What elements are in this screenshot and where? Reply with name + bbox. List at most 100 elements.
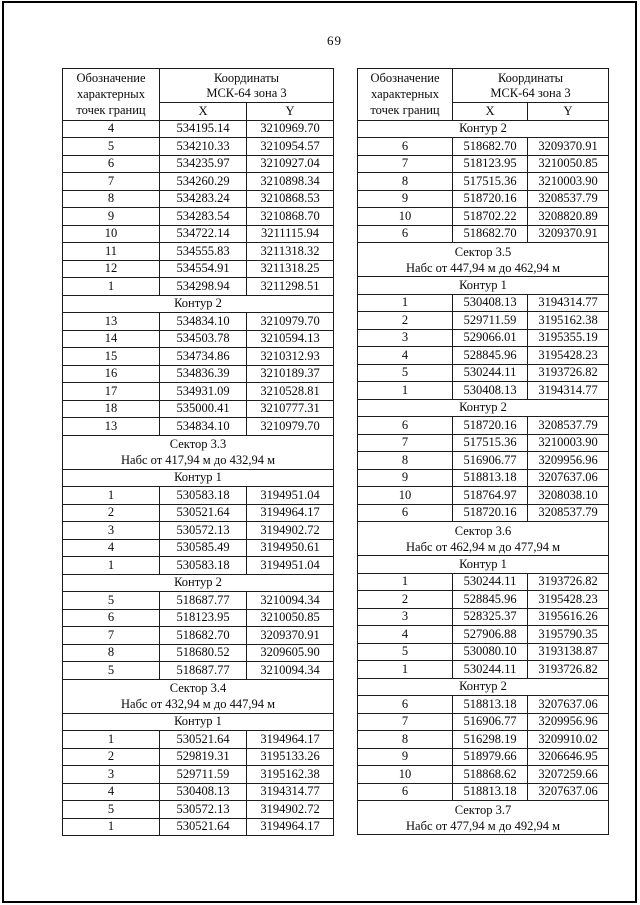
header-row: Обозначение характерных точек границ Коо… <box>62 68 334 121</box>
coordinate-y: 3210979.70 <box>246 417 334 436</box>
point-number: 6 <box>357 503 453 522</box>
sector-row: Сектор 3.4 Набс от 432,94 м до 447,94 м <box>62 678 334 714</box>
point-number: 5 <box>62 137 160 156</box>
point-row: 1 530408.13 3194314.77 <box>357 381 609 400</box>
point-number: 2 <box>62 747 160 766</box>
coordinate-y: 3210868.70 <box>246 207 334 226</box>
point-row: 5 530244.11 3193726.82 <box>357 363 609 382</box>
coordinate-y: 3193726.82 <box>527 572 609 591</box>
coordinate-y: 3206646.95 <box>527 747 609 766</box>
point-number: 9 <box>357 747 453 766</box>
coordinate-x: 518868.62 <box>452 765 528 784</box>
coordinate-y: 3210003.90 <box>527 433 609 452</box>
coordinate-y: 3211298.51 <box>246 277 334 296</box>
coordinate-x: 517515.36 <box>452 172 528 191</box>
coordinate-y: 3208537.79 <box>527 503 609 522</box>
coordinate-y: 3194964.17 <box>246 817 334 836</box>
point-number: 7 <box>62 172 160 191</box>
contour-label: Контур 2 <box>357 119 609 138</box>
coordinate-y: 3210003.90 <box>527 172 609 191</box>
point-row: 8 516298.19 3209910.02 <box>357 730 609 749</box>
coordinate-x: 535000.41 <box>159 399 247 418</box>
point-number: 7 <box>62 626 160 645</box>
coordinate-x: 529711.59 <box>452 311 528 330</box>
point-row: 4 530585.49 3194950.61 <box>62 538 334 557</box>
coordinate-y: 3194950.61 <box>246 538 334 557</box>
point-number: 17 <box>62 382 160 401</box>
coordinates-table-right: Обозначение характерных точек границ Коо… <box>357 68 609 835</box>
coordinate-y: 3209956.96 <box>527 451 609 470</box>
point-row: 7 516906.77 3209956.96 <box>357 712 609 731</box>
point-number: 6 <box>357 137 453 156</box>
point-number: 5 <box>62 661 160 680</box>
point-number: 4 <box>62 538 160 557</box>
column-header-x: X <box>452 102 528 121</box>
point-row: 4 534195.14 3210969.70 <box>62 119 334 138</box>
sector-height-range: Набс от 417,94 м до 432,94 м <box>121 453 275 467</box>
point-row: 18 535000.41 3210777.31 <box>62 399 334 418</box>
coordinate-x: 534235.97 <box>159 154 247 173</box>
coordinate-x: 530583.18 <box>159 556 247 575</box>
point-number: 13 <box>62 417 160 436</box>
coordinate-x: 516906.77 <box>452 712 528 731</box>
coordinate-y: 3195355.19 <box>527 328 609 347</box>
point-number: 1 <box>357 381 453 400</box>
point-row: 8 517515.36 3210003.90 <box>357 172 609 191</box>
coordinate-x: 534834.10 <box>159 417 247 436</box>
coordinate-x: 528845.96 <box>452 590 528 609</box>
point-number: 4 <box>357 346 453 365</box>
column-header-y: Y <box>246 102 334 121</box>
point-row: 6 518813.18 3207637.06 <box>357 782 609 801</box>
contour-row: Контур 1 <box>357 555 609 574</box>
point-number: 15 <box>62 347 160 366</box>
coordinate-x: 518123.95 <box>159 608 247 627</box>
coordinate-x: 530408.13 <box>452 381 528 400</box>
coordinate-y: 3209370.91 <box>246 626 334 645</box>
coordinate-x: 516298.19 <box>452 730 528 749</box>
sector-height-range: Набс от 477,94 м до 492,94 м <box>406 818 560 833</box>
point-number: 9 <box>357 189 453 208</box>
coordinate-y: 3194314.77 <box>246 782 334 801</box>
coordinate-y: 3210189.37 <box>246 364 334 383</box>
header-row: Обозначение характерных точек границ Коо… <box>357 68 609 121</box>
coordinate-x: 534298.94 <box>159 277 247 296</box>
column-header-coordinates: Координаты МСК-64 зона 3 <box>159 68 334 103</box>
coordinate-x: 534836.39 <box>159 364 247 383</box>
coordinate-y: 3208038.10 <box>527 486 609 505</box>
point-number: 8 <box>357 172 453 191</box>
column-header-x: X <box>159 102 247 121</box>
point-number: 8 <box>62 643 160 662</box>
contour-label: Контур 2 <box>62 573 334 592</box>
coordinate-y: 3207259.66 <box>527 765 609 784</box>
point-number: 3 <box>357 607 453 626</box>
point-row: 2 529819.31 3195133.26 <box>62 747 334 766</box>
sector-label: Сектор 3.7 Набс от 477,94 м до 492,94 м <box>357 800 609 835</box>
point-row: 9 534283.54 3210868.70 <box>62 207 334 226</box>
point-row: 3 529711.59 3195162.38 <box>62 765 334 784</box>
coordinate-y: 3195428.23 <box>527 590 609 609</box>
coords-header-line1: Координаты <box>497 70 564 85</box>
point-number: 2 <box>357 590 453 609</box>
coordinate-x: 518813.18 <box>452 782 528 801</box>
coordinate-y: 3195790.35 <box>527 625 609 644</box>
coordinate-x: 528325.37 <box>452 607 528 626</box>
sector-title: Сектор 3.4 <box>169 681 227 695</box>
coordinate-y: 3211318.25 <box>246 259 334 278</box>
point-number: 10 <box>357 486 453 505</box>
coordinate-y: 3194902.72 <box>246 521 334 540</box>
coordinate-x: 530244.11 <box>452 363 528 382</box>
point-row: 1 534298.94 3211298.51 <box>62 277 334 296</box>
point-number: 8 <box>62 189 160 208</box>
coordinate-y: 3194314.77 <box>527 293 609 312</box>
point-row: 7 518123.95 3210050.85 <box>357 154 609 173</box>
point-row: 1 530244.11 3193726.82 <box>357 572 609 591</box>
contour-label: Контур 2 <box>357 677 609 696</box>
point-number: 2 <box>62 503 160 522</box>
coordinate-y: 3209370.91 <box>527 224 609 243</box>
point-number: 3 <box>62 521 160 540</box>
point-number: 7 <box>357 433 453 452</box>
sector-height-range: Набс от 447,94 м до 462,94 м <box>406 260 560 275</box>
contour-row: Контур 1 <box>62 468 334 487</box>
coordinate-x: 534734.86 <box>159 347 247 366</box>
